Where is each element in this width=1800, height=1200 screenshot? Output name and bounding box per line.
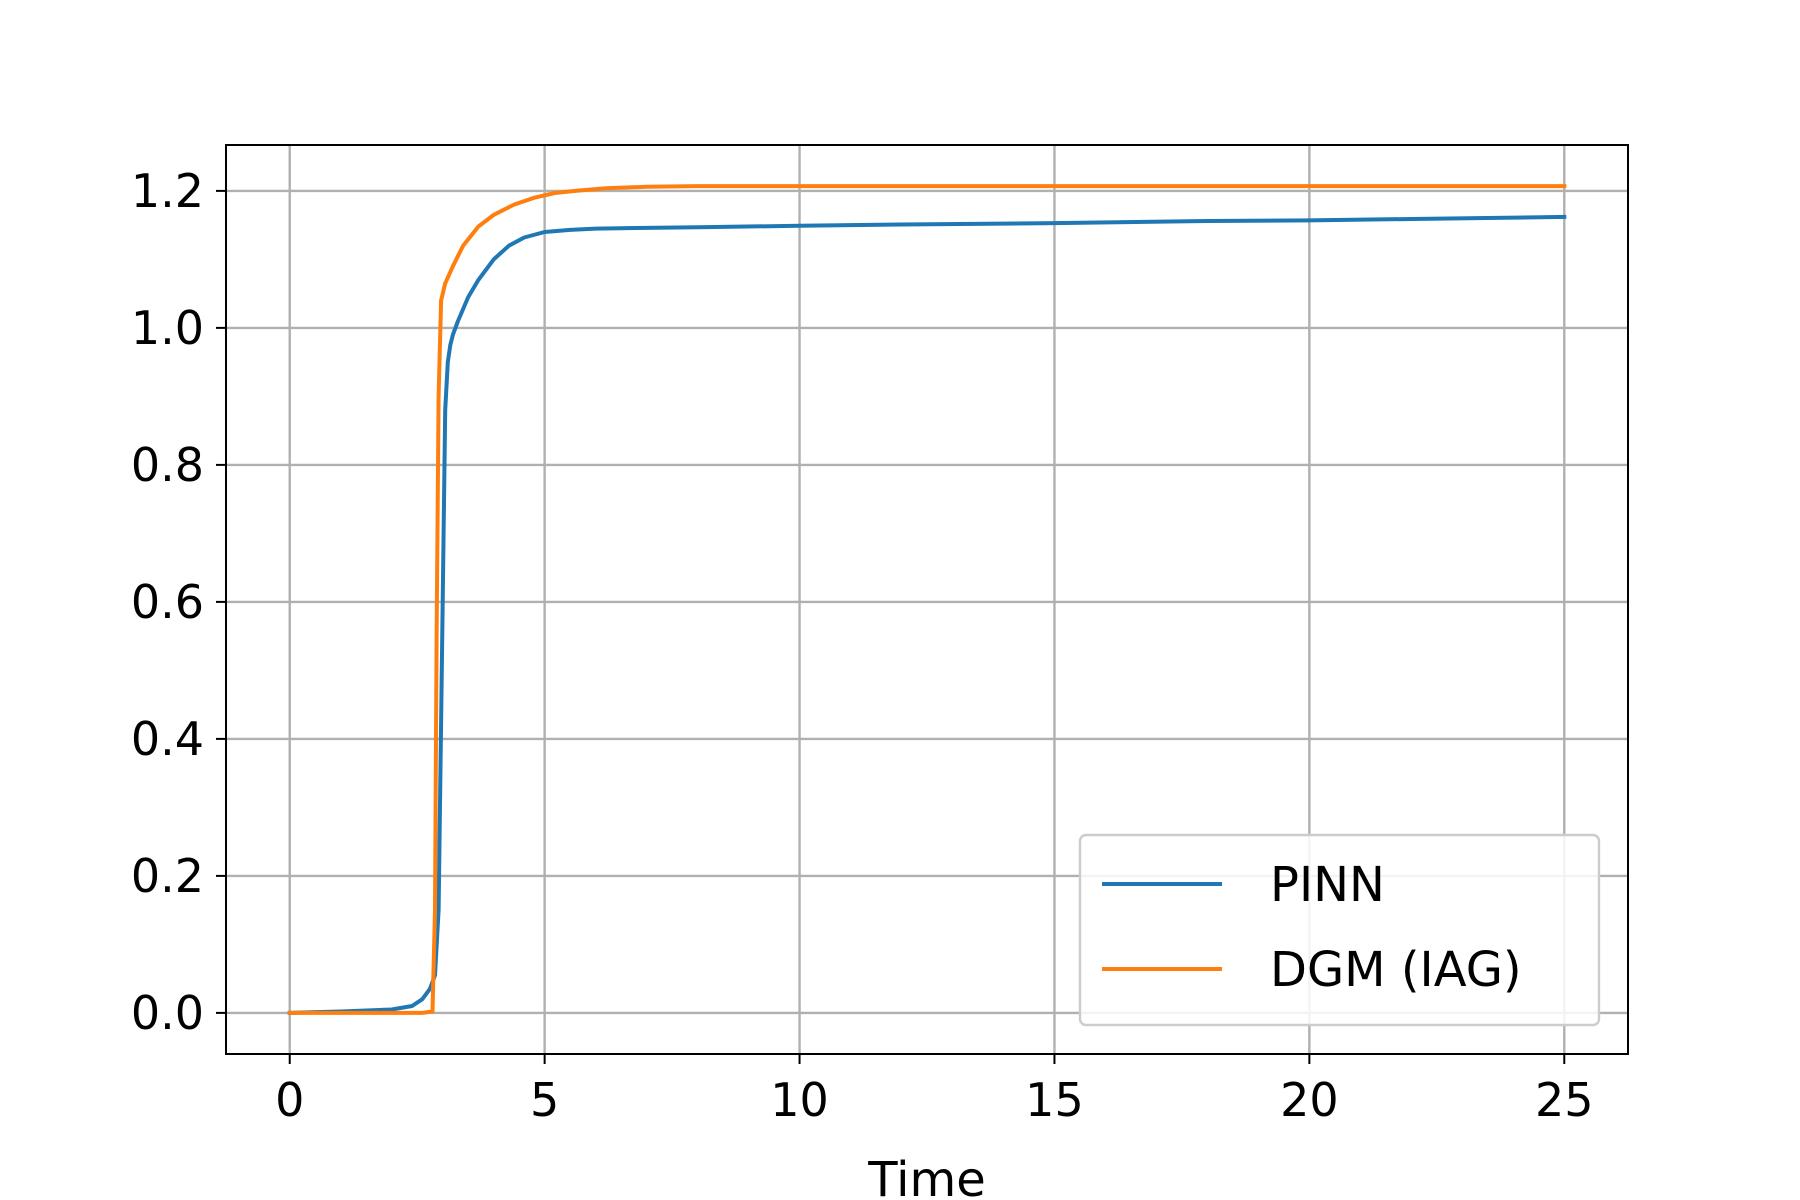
legend-label-dgm-iag: DGM (IAG) [1270, 942, 1522, 998]
y-tick-label: 0.0 [131, 986, 204, 1040]
y-tick-label: 0.4 [131, 712, 204, 766]
x-tick-label: 5 [530, 1073, 559, 1127]
y-tick-label: 0.2 [131, 849, 204, 903]
x-tick-label: 25 [1535, 1073, 1594, 1127]
y-tick-label: 0.8 [131, 438, 204, 492]
x-tick-label: 20 [1280, 1073, 1339, 1127]
x-tick-label: 15 [1025, 1073, 1084, 1127]
y-tick-label: 0.6 [131, 575, 204, 629]
legend-label-pinn: PINN [1270, 857, 1385, 913]
y-tick-label: 1.0 [131, 301, 204, 355]
y-tick-label: 1.2 [131, 164, 204, 218]
x-tick-label: 0 [275, 1073, 304, 1127]
x-axis-label: Time [867, 1152, 985, 1200]
legend: PINN DGM (IAG) [1080, 835, 1599, 1025]
x-tick-label: 10 [770, 1073, 829, 1127]
